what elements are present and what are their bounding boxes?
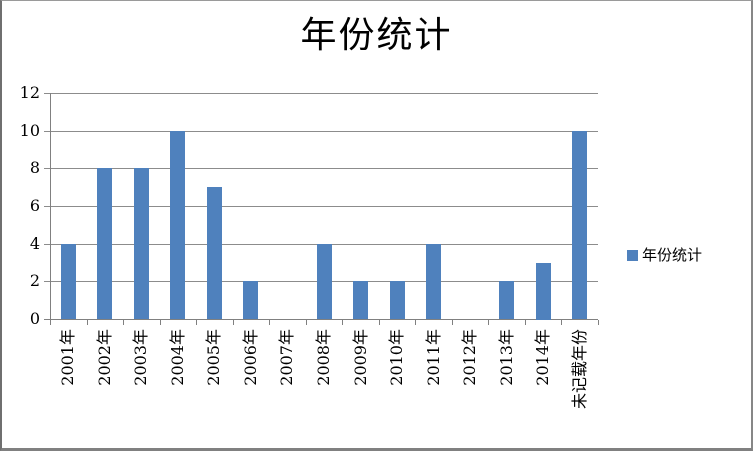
gridline — [44, 130, 598, 132]
bar — [572, 131, 587, 319]
y-axis-label: 6 — [29, 196, 40, 215]
gridline — [44, 168, 598, 170]
x-axis-tick — [306, 320, 307, 325]
bar — [353, 281, 368, 319]
bar — [426, 244, 441, 319]
x-axis-label: 2001年 — [58, 329, 77, 386]
legend-label: 年份统计 — [642, 246, 703, 264]
y-axis-label: 8 — [29, 158, 40, 178]
bar — [61, 244, 76, 319]
y-axis-label: 12 — [19, 83, 40, 102]
x-axis-label: 2013年 — [497, 329, 516, 386]
bar — [97, 168, 112, 319]
x-axis-label: 2009年 — [351, 329, 370, 386]
x-axis-label: 2003年 — [131, 329, 150, 386]
legend-swatch — [627, 250, 638, 261]
gridline — [44, 93, 598, 94]
x-axis-tick — [525, 320, 526, 325]
x-axis-tick — [50, 320, 51, 325]
x-axis-label: 未记载年份 — [570, 329, 589, 410]
x-axis-label: 2014年 — [533, 329, 552, 386]
chart-title: 年份统计 — [300, 15, 453, 56]
y-axis-label: 10 — [19, 120, 40, 140]
bar — [243, 281, 258, 319]
bar — [134, 168, 149, 319]
bar — [536, 263, 551, 320]
x-axis-tick — [415, 320, 416, 325]
bar — [317, 244, 332, 319]
bar — [499, 281, 514, 319]
gridline — [44, 206, 598, 207]
x-axis-label: 2007年 — [277, 329, 296, 386]
y-axis-label: 4 — [29, 233, 40, 253]
x-axis-label: 2011年 — [424, 329, 443, 386]
x-axis-label: 2006年 — [241, 329, 260, 386]
bar — [207, 187, 222, 319]
x-axis-tick — [123, 320, 124, 325]
x-axis-label: 2008年 — [314, 329, 333, 386]
x-axis-tick — [196, 320, 197, 325]
x-axis-tick — [598, 320, 599, 325]
x-axis-label: 2004年 — [168, 329, 187, 386]
x-axis-tick — [379, 320, 380, 325]
y-axis-label: 0 — [29, 309, 40, 328]
x-axis-label: 2010年 — [387, 329, 406, 386]
bar — [170, 131, 185, 319]
x-axis-label: 2002年 — [95, 329, 114, 386]
y-axis — [50, 93, 51, 325]
legend: 年份统计 — [627, 247, 702, 264]
x-axis — [44, 319, 598, 320]
x-axis-tick — [87, 320, 88, 325]
bar — [390, 281, 405, 319]
x-axis-tick — [233, 320, 234, 325]
x-axis-tick — [452, 320, 453, 325]
x-axis-label: 2005年 — [204, 329, 223, 386]
x-axis-tick — [269, 320, 270, 325]
x-axis-tick — [342, 320, 343, 325]
x-axis-tick — [160, 320, 161, 325]
x-axis-tick — [561, 320, 562, 325]
x-axis-tick — [488, 320, 489, 325]
x-axis-label: 2012年 — [460, 329, 479, 386]
y-axis-label: 2 — [29, 271, 40, 291]
